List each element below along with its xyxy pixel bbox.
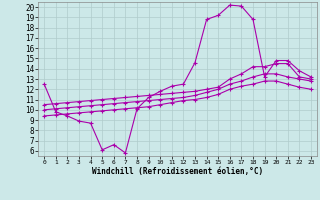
X-axis label: Windchill (Refroidissement éolien,°C): Windchill (Refroidissement éolien,°C) (92, 167, 263, 176)
